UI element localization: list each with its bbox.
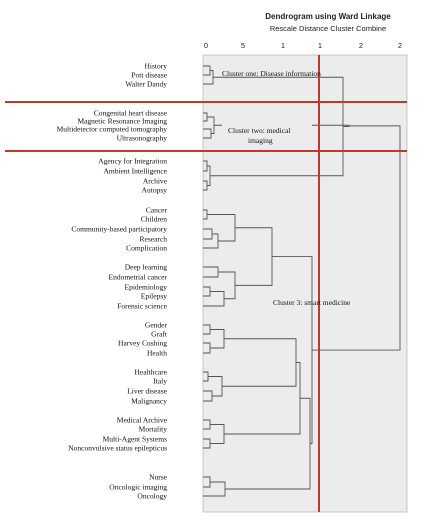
axis-tick-label: 1 <box>318 41 322 50</box>
leaf-label: Malignancy <box>131 397 167 406</box>
axis-tick-label: 2 <box>359 41 363 50</box>
leaf-label: Italy <box>153 377 167 386</box>
leaf-label: Health <box>147 349 167 358</box>
leaf-label: Epidemiology <box>125 283 168 292</box>
leaf-label: Healthcare <box>135 368 168 377</box>
title: Dendrogram using Ward Linkage <box>265 12 391 21</box>
leaf-label: Pott disease <box>131 71 167 80</box>
leaf-label: Agency for Integration <box>98 157 167 166</box>
leaf-label: Congenital heart disease <box>94 109 168 118</box>
leaf-label: Harvey Cushing <box>118 339 167 348</box>
leaf-label: Mortality <box>139 425 168 434</box>
leaf-label: Cancer <box>146 206 168 215</box>
axis-tick-label: 2 <box>398 41 402 50</box>
subtitle: Rescale Distance Cluster Combine <box>270 24 386 33</box>
leaf-label: Gender <box>145 321 168 330</box>
leaf-label: Nonconvulsive status epilepticus <box>68 444 167 453</box>
leaf-label: Walter Dandy <box>125 80 167 89</box>
branch <box>312 125 401 351</box>
leaf-label: Endometrial cancer <box>108 273 167 282</box>
axis-tick-label: 5 <box>241 41 245 50</box>
leaf-label: Research <box>140 235 168 244</box>
leaf-label: Autopsy <box>142 186 168 195</box>
leaf-label: Multi-Agent Systems <box>103 435 167 444</box>
leaf-label: Multidetector computed tomography <box>57 125 168 134</box>
leaf-label: Medical Archive <box>117 416 168 425</box>
annotation: imaging <box>248 136 273 145</box>
leaf-label: Ultrasonography <box>117 134 168 143</box>
leaf-label: Deep learning <box>125 263 168 272</box>
leaf-label: Nurse <box>149 473 168 482</box>
leaf-label: Oncology <box>137 492 167 501</box>
annotation: Cluster one: Disease information <box>222 69 321 78</box>
annotation: Cluster 3: smart medicine <box>273 298 351 307</box>
axis: 0 5 1 1 2 2 <box>204 41 402 50</box>
leaf-label: Forensic science <box>117 302 167 311</box>
leaf-label: Community-based participatory <box>71 225 167 234</box>
leaf-label: History <box>145 62 168 71</box>
axis-tick-label: 1 <box>281 41 285 50</box>
leaf-label: Graft <box>151 330 168 339</box>
leaf-label: Epilepsy <box>141 292 167 301</box>
leaf-label: Magnetic Resonance Imaging <box>77 117 167 126</box>
leaf-label: Ambient Intelligence <box>103 167 167 176</box>
leaf-label: Liver disease <box>127 387 167 396</box>
leaf-label: Complication <box>126 244 167 253</box>
axis-tick-label: 0 <box>204 41 208 50</box>
leaf-label: Oncologic imaging <box>109 483 167 492</box>
leaf-label: Archive <box>143 177 168 186</box>
leaf-label: Children <box>141 215 167 224</box>
annotation-box <box>222 122 312 142</box>
annotation: Cluster two: medical <box>228 126 291 135</box>
